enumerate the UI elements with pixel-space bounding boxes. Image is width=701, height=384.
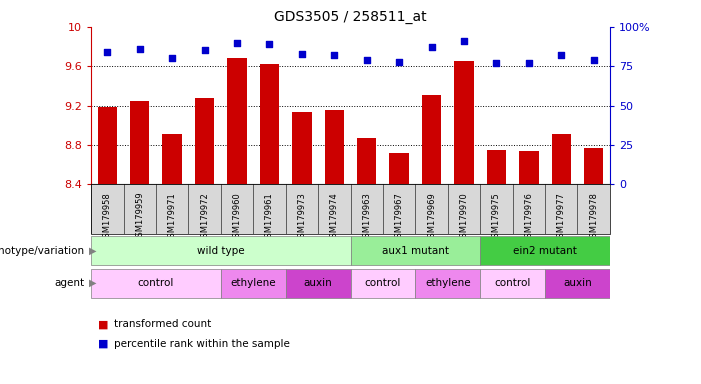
Text: GSM179970: GSM179970 — [459, 192, 468, 243]
Point — [134, 46, 145, 52]
Text: GSM179967: GSM179967 — [395, 192, 404, 243]
Bar — [552, 134, 571, 384]
Text: genotype/variation: genotype/variation — [0, 245, 84, 256]
Text: GSM179958: GSM179958 — [103, 192, 112, 243]
Point — [361, 57, 372, 63]
Text: ein2 mutant: ein2 mutant — [513, 245, 577, 256]
Bar — [415, 268, 480, 298]
Point — [297, 51, 308, 57]
Bar — [221, 268, 286, 298]
Bar — [350, 268, 415, 298]
Bar — [97, 107, 117, 384]
Bar — [227, 58, 247, 384]
Bar — [130, 101, 149, 384]
Text: GSM179961: GSM179961 — [265, 192, 274, 243]
Text: agent: agent — [54, 278, 84, 288]
Text: ethylene: ethylene — [425, 278, 470, 288]
Point — [199, 47, 210, 53]
Bar — [454, 61, 474, 384]
Text: GSM179969: GSM179969 — [427, 192, 436, 243]
Bar — [486, 150, 506, 384]
Bar — [519, 151, 538, 384]
Point — [231, 40, 243, 46]
Bar — [325, 109, 344, 384]
Bar — [480, 268, 545, 298]
Bar — [163, 134, 182, 384]
Point — [556, 52, 567, 58]
Text: GSM179974: GSM179974 — [329, 192, 339, 243]
Text: control: control — [365, 278, 401, 288]
Bar — [350, 236, 480, 265]
Text: aux1 mutant: aux1 mutant — [382, 245, 449, 256]
Text: ■: ■ — [98, 319, 109, 329]
Point — [523, 60, 534, 66]
Text: GSM179973: GSM179973 — [297, 192, 306, 243]
Text: GSM179978: GSM179978 — [589, 192, 598, 243]
Point — [102, 49, 113, 55]
Text: control: control — [494, 278, 531, 288]
Bar — [91, 268, 221, 298]
Point — [588, 57, 599, 63]
Text: GSM179963: GSM179963 — [362, 192, 372, 243]
Text: control: control — [138, 278, 174, 288]
Text: auxin: auxin — [563, 278, 592, 288]
Bar — [195, 98, 215, 384]
Text: transformed count: transformed count — [114, 319, 211, 329]
Point — [458, 38, 470, 44]
Point — [329, 52, 340, 58]
Bar — [260, 64, 279, 384]
Bar — [357, 138, 376, 384]
Text: auxin: auxin — [304, 278, 332, 288]
Point — [264, 41, 275, 47]
Point — [167, 55, 178, 61]
Text: GSM179975: GSM179975 — [492, 192, 501, 243]
Point — [426, 44, 437, 50]
Bar — [390, 153, 409, 384]
Text: ▶: ▶ — [89, 245, 97, 256]
Text: ▶: ▶ — [89, 278, 97, 288]
Bar — [480, 236, 610, 265]
Bar — [545, 268, 610, 298]
Text: GSM179960: GSM179960 — [233, 192, 242, 243]
Text: GSM179959: GSM179959 — [135, 192, 144, 242]
Bar — [584, 148, 604, 384]
Bar — [292, 111, 311, 384]
Text: ■: ■ — [98, 339, 109, 349]
Text: percentile rank within the sample: percentile rank within the sample — [114, 339, 290, 349]
Text: GSM179977: GSM179977 — [557, 192, 566, 243]
Point — [491, 60, 502, 66]
Text: GSM179971: GSM179971 — [168, 192, 177, 243]
Text: wild type: wild type — [197, 245, 245, 256]
Point — [393, 58, 404, 65]
Bar — [91, 236, 350, 265]
Text: ethylene: ethylene — [231, 278, 276, 288]
Title: GDS3505 / 258511_at: GDS3505 / 258511_at — [274, 10, 427, 25]
Bar — [422, 95, 442, 384]
Text: GSM179976: GSM179976 — [524, 192, 533, 243]
Bar — [286, 268, 350, 298]
Text: GSM179972: GSM179972 — [200, 192, 209, 243]
